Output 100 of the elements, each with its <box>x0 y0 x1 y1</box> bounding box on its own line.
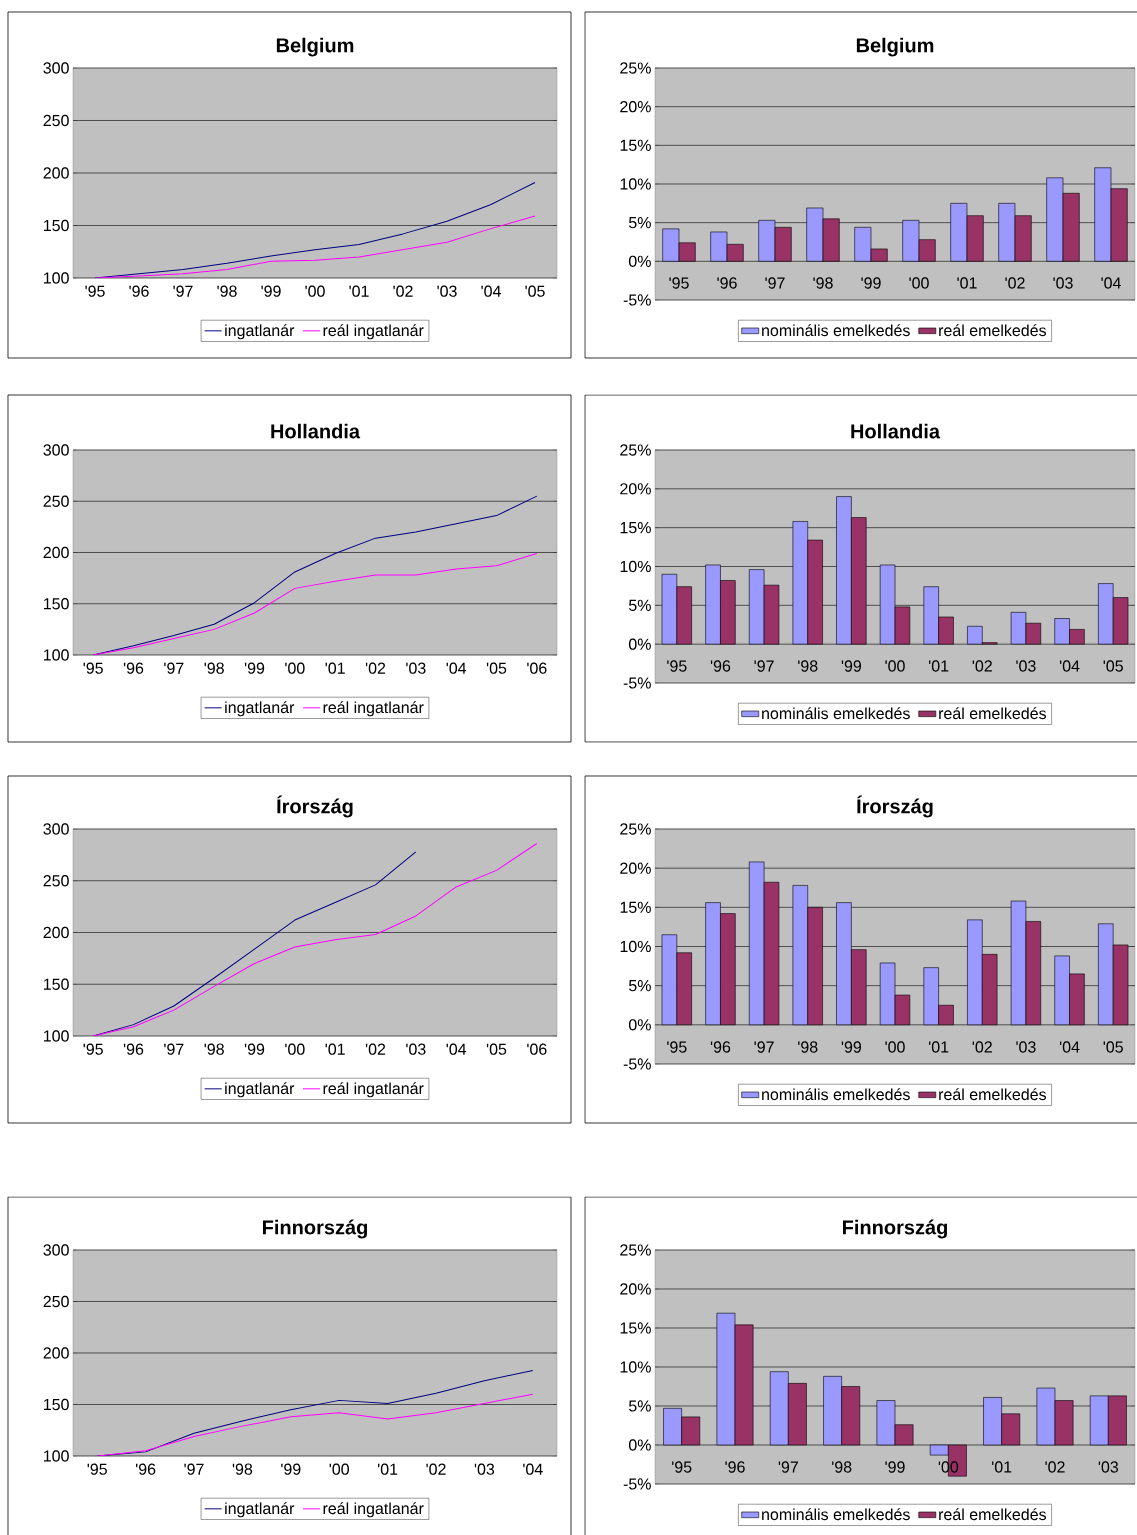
x-tick-label: '03 <box>437 285 457 297</box>
y-tick-label: 5% <box>628 980 651 992</box>
x-tick-label: '99 <box>841 660 862 672</box>
y-tick-label: 250 <box>43 114 69 127</box>
x-tick-label: '97 <box>164 662 184 674</box>
x-tick-label: '04 <box>446 662 467 674</box>
x-tick-label: '97 <box>173 285 193 297</box>
x-tick-label: '02 <box>1045 1461 1065 1473</box>
y-tick-label: -5% <box>623 1478 651 1490</box>
x-tick-label: '99 <box>244 662 265 674</box>
x-tick-label: '96 <box>123 662 144 674</box>
x-tick-label: '01 <box>957 277 977 289</box>
legend-label: reál emelkedés <box>939 1508 1046 1521</box>
legend-label: reál emelkedés <box>939 1088 1046 1101</box>
chart-title: Hollandia <box>851 423 941 439</box>
y-tick-label: 250 <box>43 875 69 887</box>
legend-label: ingatlanár <box>225 324 295 340</box>
y-tick-label: 25% <box>620 823 651 835</box>
x-tick-label: '02 <box>365 1043 386 1055</box>
x-tick-label: '95 <box>87 1463 107 1475</box>
x-tick-label: '01 <box>929 1041 949 1053</box>
x-tick-label: '01 <box>929 660 949 672</box>
y-tick-label: -5% <box>623 677 651 689</box>
x-tick-label: '95 <box>83 1043 103 1055</box>
x-tick-label: '05 <box>1103 660 1123 672</box>
y-tick-label: 0% <box>628 638 651 650</box>
x-tick-label: '96 <box>717 277 737 289</box>
y-tick-label: 0% <box>628 255 651 267</box>
x-tick-label: '96 <box>129 285 149 297</box>
y-tick-label: 15% <box>620 1322 651 1334</box>
x-tick-label: '97 <box>184 1463 204 1475</box>
y-tick-label: 25% <box>620 444 651 456</box>
x-tick-label: '00 <box>285 662 305 674</box>
x-tick-label: '99 <box>261 285 281 297</box>
x-tick-label: '97 <box>754 660 774 672</box>
chart-title: Finnország <box>842 1219 947 1239</box>
x-tick-label: '95 <box>669 277 689 289</box>
y-tick-label: 200 <box>43 167 69 179</box>
x-tick-label: '95 <box>85 285 105 297</box>
legend-label: nominális emelkedés <box>762 1088 910 1101</box>
y-tick-label: 5% <box>628 1400 651 1412</box>
y-tick-label: 150 <box>43 598 69 610</box>
x-tick-label: '01 <box>325 1043 345 1055</box>
legend-label: nominális emelkedés <box>762 324 910 337</box>
x-tick-label: '01 <box>377 1463 398 1475</box>
x-tick-label: '97 <box>164 1043 184 1055</box>
x-tick-label: '00 <box>885 1041 905 1053</box>
x-tick-label: '96 <box>123 1043 144 1055</box>
y-tick-label: 10% <box>620 560 651 573</box>
legend-label: reál emelkedés <box>939 707 1046 720</box>
y-tick-label: 100 <box>43 272 69 284</box>
y-tick-label: 20% <box>620 862 651 874</box>
legend-label: reál ingatlanár <box>323 1502 424 1518</box>
y-tick-label: 15% <box>620 522 651 534</box>
y-tick-label: -5% <box>623 1058 651 1070</box>
legend-label: nominális emelkedés <box>762 707 910 720</box>
y-tick-label: 200 <box>43 546 69 559</box>
x-tick-label: '01 <box>325 662 345 674</box>
y-tick-label: 5% <box>628 217 651 229</box>
y-tick-label: 300 <box>43 444 69 456</box>
x-tick-label: '01 <box>992 1461 1012 1473</box>
legend-label: reál ingatlanár <box>323 701 424 717</box>
x-tick-label: '99 <box>861 277 881 289</box>
chart-title: Írország <box>277 795 353 818</box>
legend-label: nominális emelkedés <box>762 1508 910 1521</box>
x-tick-label: '00 <box>938 1461 959 1473</box>
x-tick-label: '00 <box>285 1043 305 1055</box>
legend-label: ingatlanár <box>225 1082 295 1098</box>
x-tick-label: '99 <box>281 1463 301 1475</box>
x-tick-label: '02 <box>393 285 413 297</box>
x-tick-label: '00 <box>329 1463 349 1475</box>
y-tick-label: 200 <box>43 1347 69 1359</box>
x-tick-label: '02 <box>426 1463 446 1475</box>
x-tick-label: '03 <box>1016 1041 1036 1053</box>
y-tick-label: 15% <box>620 139 651 151</box>
y-tick-label: 100 <box>43 1450 69 1462</box>
y-tick-label: 10% <box>620 1361 651 1373</box>
x-tick-label: '06 <box>527 1043 547 1055</box>
x-tick-label: '00 <box>885 660 905 672</box>
x-tick-label: '03 <box>474 1463 495 1475</box>
y-tick-label: 0% <box>628 1439 651 1451</box>
y-tick-label: 300 <box>43 62 69 74</box>
x-tick-label: '02 <box>365 662 386 674</box>
y-tick-label: 200 <box>43 926 69 939</box>
x-tick-label: '05 <box>525 285 545 297</box>
x-tick-label: '04 <box>1059 660 1080 672</box>
x-tick-label: '96 <box>710 1041 731 1053</box>
y-tick-label: 20% <box>620 101 651 113</box>
x-tick-label: '99 <box>885 1461 905 1473</box>
y-tick-label: 5% <box>628 599 651 611</box>
y-tick-label: 100 <box>43 1030 69 1042</box>
y-tick-label: 300 <box>43 1244 69 1256</box>
x-tick-label: '02 <box>972 1041 992 1053</box>
y-tick-label: 15% <box>620 901 651 913</box>
x-tick-label: '99 <box>244 1043 265 1055</box>
y-tick-label: 100 <box>43 649 69 661</box>
legend-label: reál emelkedés <box>939 324 1046 337</box>
x-tick-label: '03 <box>1098 1461 1119 1473</box>
y-tick-label: 150 <box>43 978 69 990</box>
y-tick-label: 25% <box>620 62 651 74</box>
